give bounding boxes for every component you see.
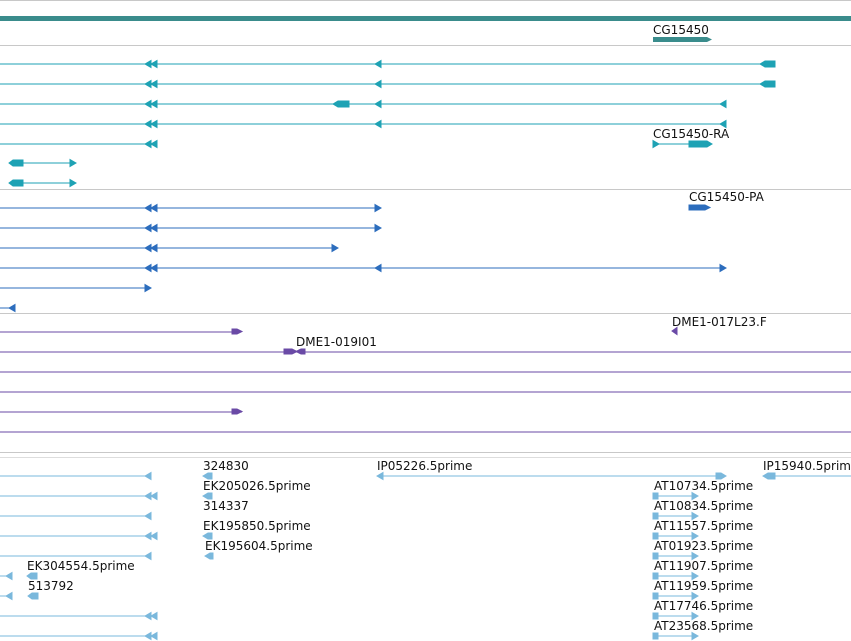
mrna-row[interactable]: [8, 178, 77, 188]
gene-label-cg15450: CG15450: [653, 23, 709, 37]
est-label: EK195850.5prime: [203, 519, 311, 533]
mrna-row[interactable]: [0, 99, 727, 109]
est-row[interactable]: [0, 631, 158, 641]
clone-label: DME1-019I01: [296, 335, 377, 349]
est-label: IP05226.5prime: [377, 459, 473, 473]
est-feature[interactable]: [202, 472, 213, 480]
est-label: EK195604.5prime: [205, 539, 313, 553]
mrna-label-cg15450-ra: CG15450-RA: [653, 127, 730, 141]
est-feature[interactable]: [27, 592, 39, 600]
est-label: 513792: [28, 579, 74, 593]
cds-row[interactable]: [688, 204, 712, 211]
clone-end-marker[interactable]: [671, 326, 678, 336]
cds-track: [0, 203, 727, 313]
est-row[interactable]: [0, 551, 152, 561]
est-row[interactable]: [652, 551, 699, 561]
cds-row[interactable]: [0, 223, 382, 233]
clone-row[interactable]: [0, 408, 244, 415]
cds-row[interactable]: [0, 263, 727, 273]
est-row[interactable]: [652, 571, 699, 581]
gene-feature-cg15450[interactable]: [653, 37, 712, 42]
gene-span-bar[interactable]: [0, 16, 851, 21]
est-label: 324830: [203, 459, 249, 473]
est-feature[interactable]: [26, 572, 38, 580]
est-row[interactable]: [652, 611, 699, 621]
cds-label-cg15450-pa: CG15450-PA: [689, 190, 764, 204]
est-label: AT11907.5prime: [654, 559, 754, 573]
est-feature[interactable]: [204, 552, 214, 560]
cds-row[interactable]: [0, 243, 339, 253]
est-row[interactable]: [0, 511, 152, 521]
clone-track: [0, 326, 851, 433]
est-row[interactable]: [762, 472, 851, 480]
mrna-row[interactable]: [8, 158, 77, 168]
est-label: AT01923.5prime: [654, 539, 754, 553]
est-row[interactable]: [652, 631, 699, 641]
clone-label: DME1-017L23.F: [672, 315, 767, 329]
est-label: AT23568.5prime: [654, 619, 754, 633]
clone-row[interactable]: [0, 348, 851, 355]
est-row[interactable]: [652, 511, 699, 521]
est-row[interactable]: [652, 591, 699, 601]
est-feature[interactable]: [202, 492, 213, 500]
est-row[interactable]: [376, 471, 727, 481]
est-track: [0, 471, 851, 641]
est-label: 314337: [203, 499, 249, 513]
est-feature[interactable]: [202, 532, 213, 540]
mrna-row[interactable]: [0, 119, 727, 129]
cds-row[interactable]: [0, 303, 16, 313]
est-row[interactable]: [0, 611, 158, 621]
gene-track: [0, 16, 851, 42]
mrna-row[interactable]: [0, 59, 776, 69]
mrna-row[interactable]: [0, 79, 776, 89]
cds-row[interactable]: [0, 203, 382, 213]
est-label: AT11557.5prime: [654, 519, 754, 533]
est-label: EK304554.5prime: [27, 559, 135, 573]
mrna-track: [0, 59, 776, 188]
est-row[interactable]: [0, 471, 152, 481]
clone-row[interactable]: [0, 328, 244, 335]
est-row[interactable]: [0, 571, 13, 581]
est-label: AT10834.5prime: [654, 499, 754, 513]
est-label: AT10734.5prime: [654, 479, 754, 493]
est-label: IP15940.5prime: [763, 459, 851, 473]
est-label: AT11959.5prime: [654, 579, 754, 593]
est-row[interactable]: [652, 531, 699, 541]
est-row[interactable]: [0, 491, 158, 501]
est-label: AT17746.5prime: [654, 599, 754, 613]
est-row[interactable]: [0, 591, 13, 601]
mrna-row[interactable]: [0, 139, 713, 149]
est-label: EK205026.5prime: [203, 479, 311, 493]
est-row[interactable]: [0, 531, 158, 541]
est-row[interactable]: [652, 491, 699, 501]
cds-row[interactable]: [0, 283, 152, 293]
